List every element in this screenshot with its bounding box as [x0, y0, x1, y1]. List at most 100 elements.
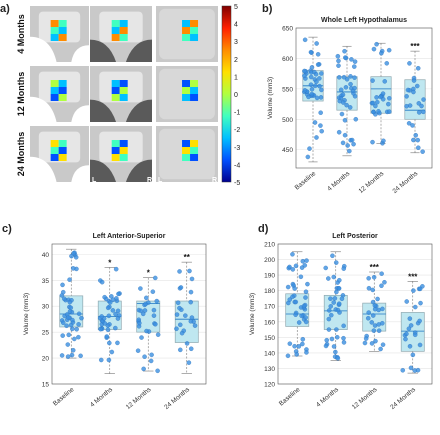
- data-point: [308, 82, 314, 87]
- slice-dark-region: [90, 99, 117, 122]
- colorbar-tick: 3: [234, 39, 238, 46]
- data-point: [369, 320, 375, 325]
- data-point: [144, 328, 149, 334]
- data-point: [105, 305, 111, 311]
- data-point: [416, 101, 422, 106]
- data-point: [300, 337, 306, 342]
- data-point: [309, 65, 315, 70]
- significance-marker: **: [184, 253, 191, 262]
- data-point: [142, 354, 147, 359]
- data-point: [387, 109, 392, 114]
- voxel-patch: [58, 147, 67, 154]
- data-point: [344, 102, 349, 108]
- y-axis-label: Volume (mm3): [249, 293, 256, 335]
- data-point: [307, 146, 312, 151]
- data-point: [336, 286, 342, 291]
- data-point: [373, 103, 378, 109]
- data-point: [99, 279, 105, 285]
- data-point: [304, 350, 309, 355]
- y-tick-label: 550: [282, 86, 293, 93]
- data-point: [408, 323, 414, 328]
- x-tick-label: Baseline: [278, 386, 302, 408]
- data-point: [415, 367, 421, 373]
- data-point: [335, 53, 341, 59]
- data-point: [411, 137, 416, 143]
- y-tick-label: 650: [282, 26, 293, 33]
- voxel-patch: [58, 27, 67, 34]
- orientation-label: L: [92, 177, 97, 184]
- slice-dark-region: [125, 39, 152, 62]
- data-point: [177, 269, 182, 274]
- data-point: [151, 313, 157, 318]
- data-point: [67, 277, 72, 282]
- data-point: [404, 103, 409, 109]
- y-tick-label: 120: [264, 382, 275, 389]
- data-point: [348, 74, 353, 79]
- voxel-patch: [190, 94, 199, 101]
- panel-a-letter: a): [0, 3, 10, 15]
- data-point: [329, 312, 334, 318]
- data-point: [328, 304, 333, 309]
- data-point: [331, 274, 337, 280]
- orientation-label: P: [32, 177, 37, 184]
- row-label-3: 24 Months: [16, 132, 26, 177]
- data-point: [305, 281, 310, 287]
- data-point: [306, 94, 311, 100]
- brain-slice-r2-c1: [30, 66, 89, 122]
- data-point: [375, 296, 380, 302]
- slice-dark-region: [125, 159, 152, 182]
- data-point: [318, 95, 324, 100]
- voxel-patch: [111, 140, 120, 147]
- slice-dark-region: [90, 39, 117, 62]
- colorbar-tick: -4: [234, 162, 240, 169]
- data-point: [372, 323, 378, 328]
- data-point: [299, 313, 304, 319]
- slice-mask: [71, 165, 89, 182]
- data-point: [300, 341, 305, 347]
- voxel-patch: [190, 80, 199, 87]
- data-point: [150, 289, 156, 294]
- data-point: [380, 342, 386, 347]
- data-point: [406, 326, 412, 331]
- data-point: [293, 263, 299, 269]
- data-point: [309, 86, 315, 92]
- data-point: [352, 59, 358, 64]
- data-point: [98, 326, 103, 332]
- data-point: [302, 263, 308, 268]
- data-point: [135, 348, 141, 353]
- voxel-patch: [190, 27, 199, 34]
- data-point: [371, 275, 377, 280]
- data-point: [318, 110, 323, 115]
- data-point: [336, 301, 342, 306]
- data-point: [352, 64, 357, 69]
- data-point: [347, 148, 352, 154]
- brain-slice-r1-c2: [90, 6, 152, 62]
- orientation-label: R: [212, 177, 217, 184]
- data-point: [417, 318, 422, 324]
- significance-marker: ***: [408, 272, 418, 281]
- data-point: [285, 353, 291, 359]
- y-tick-label: 25: [42, 330, 50, 337]
- data-point: [339, 296, 345, 302]
- voxel-patch: [119, 87, 128, 94]
- data-point: [115, 308, 121, 314]
- data-point: [285, 284, 291, 290]
- data-point: [303, 289, 309, 295]
- data-point: [420, 149, 425, 154]
- data-point: [333, 349, 338, 355]
- data-point: [144, 295, 149, 301]
- data-point: [342, 132, 348, 138]
- panel-letter: d): [258, 223, 269, 235]
- colorbar-tick: -3: [234, 145, 240, 152]
- data-point: [99, 314, 104, 319]
- data-point: [407, 316, 413, 321]
- colorbar-tick: 1: [234, 74, 238, 81]
- data-point: [64, 323, 69, 329]
- slice-mask: [30, 36, 57, 62]
- data-point: [406, 121, 412, 126]
- voxel-patch: [50, 87, 59, 94]
- data-point: [332, 296, 338, 301]
- data-point: [76, 311, 82, 317]
- y-tick-label: 190: [264, 273, 275, 280]
- data-point: [298, 274, 304, 280]
